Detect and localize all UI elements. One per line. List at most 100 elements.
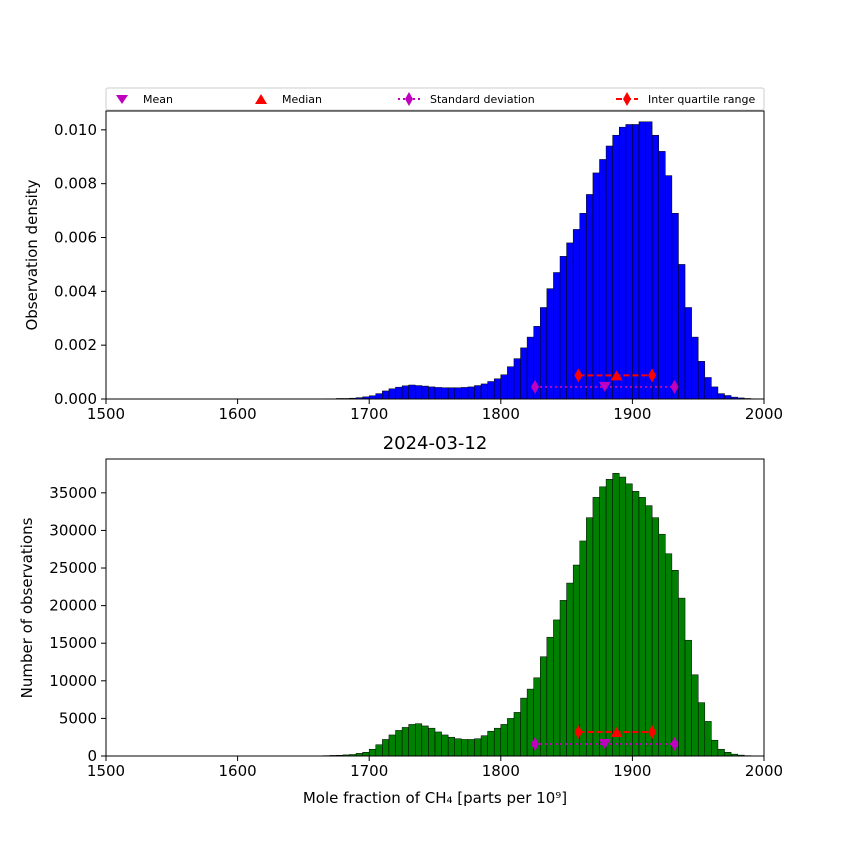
- x-tick-label: 1900: [613, 405, 651, 423]
- density-bar: [494, 379, 501, 399]
- count-bar: [600, 487, 607, 756]
- density-bar: [435, 387, 442, 399]
- count-bar: [652, 518, 659, 756]
- count-bar: [448, 737, 455, 756]
- y-tick-label: 0.010: [54, 121, 97, 139]
- density-bar: [705, 377, 712, 399]
- density-bar: [626, 124, 633, 399]
- count-bar: [665, 554, 672, 756]
- count-bar: [560, 600, 567, 756]
- count-bar: [547, 637, 554, 756]
- y-tick-label: 0.002: [54, 336, 97, 354]
- count-bar: [672, 570, 679, 756]
- density-bar: [619, 127, 626, 399]
- density-bar: [606, 146, 613, 399]
- density-bar: [613, 135, 620, 399]
- count-bar: [632, 491, 639, 756]
- count-bar: [705, 721, 712, 756]
- count-bar: [718, 749, 725, 756]
- density-bar: [678, 264, 685, 399]
- count-bar: [678, 598, 685, 756]
- density-bar: [507, 367, 514, 399]
- density-bar: [415, 386, 422, 399]
- legend: Mean Median Standard deviation Inter qua…: [106, 88, 764, 110]
- count-chart-title: 2024-03-12: [383, 433, 488, 454]
- density-bar: [547, 289, 554, 399]
- count-bar: [363, 752, 370, 756]
- count-bar: [501, 724, 508, 756]
- density-bar: [442, 388, 449, 399]
- count-bar: [685, 640, 692, 756]
- count-bar: [422, 726, 429, 756]
- count-bar: [698, 703, 705, 756]
- density-bar: [698, 361, 705, 399]
- density-bar: [672, 213, 679, 399]
- density-bar: [632, 124, 639, 399]
- count-bar: [626, 484, 633, 756]
- count-bar: [619, 477, 626, 756]
- x-tick-label: 1800: [482, 762, 520, 780]
- density-bar: [488, 382, 495, 400]
- count-bar: [540, 657, 547, 756]
- count-bar: [415, 724, 422, 756]
- y-tick-label: 0.000: [54, 390, 97, 408]
- count-bar: [567, 583, 574, 756]
- count-bar: [409, 724, 416, 756]
- density-bar: [448, 388, 455, 399]
- density-bar: [639, 122, 646, 399]
- count-bar: [461, 739, 468, 756]
- density-bar: [501, 375, 508, 399]
- x-tick-label: 2000: [745, 762, 783, 780]
- count-bar: [389, 735, 396, 756]
- density-bar: [455, 388, 462, 399]
- count-bar: [553, 620, 560, 756]
- density-bar: [665, 176, 672, 399]
- legend-iqr-label: Inter quartile range: [648, 93, 755, 106]
- count-bar: [402, 727, 409, 756]
- count-bar: [474, 739, 481, 756]
- count-bar: [435, 732, 442, 756]
- y-tick-label: 0.006: [54, 229, 97, 247]
- density-bar: [540, 307, 547, 399]
- count-bar: [521, 698, 528, 756]
- density-bar: [468, 387, 475, 399]
- count-x-axis-label: Mole fraction of CH₄ [parts per 10⁹]: [303, 789, 567, 807]
- density-bar: [567, 243, 574, 399]
- density-bar: [718, 394, 725, 399]
- density-bar: [593, 173, 600, 399]
- count-bar: [659, 534, 666, 756]
- x-tick-label: 1600: [219, 762, 257, 780]
- x-tick-label: 1900: [613, 762, 651, 780]
- count-bar: [639, 497, 646, 756]
- y-tick-label: 5000: [59, 709, 97, 727]
- count-bar: [580, 541, 587, 756]
- density-bar: [521, 348, 528, 399]
- y-tick-label: 30000: [49, 521, 97, 539]
- density-bar: [685, 307, 692, 399]
- count-bar: [586, 518, 593, 756]
- density-bar: [646, 122, 653, 399]
- density-bar: [553, 273, 560, 400]
- density-bar: [711, 387, 718, 399]
- density-bar: [474, 386, 481, 399]
- count-y-axis-label: Number of observations: [18, 517, 36, 698]
- y-tick-label: 25000: [49, 559, 97, 577]
- density-bar: [422, 386, 429, 399]
- count-bar: [396, 730, 403, 756]
- legend-median-label: Median: [282, 93, 322, 106]
- density-bar: [481, 384, 488, 399]
- x-tick-label: 1700: [350, 762, 388, 780]
- density-bar: [376, 394, 383, 399]
- count-bar: [725, 752, 732, 756]
- count-bar: [646, 506, 653, 756]
- count-bar: [382, 739, 389, 756]
- density-bar: [580, 213, 587, 399]
- density-bar: [560, 256, 567, 399]
- x-tick-label: 1700: [350, 405, 388, 423]
- x-tick-label: 1600: [219, 405, 257, 423]
- count-bar: [494, 728, 501, 756]
- count-bar: [376, 745, 383, 756]
